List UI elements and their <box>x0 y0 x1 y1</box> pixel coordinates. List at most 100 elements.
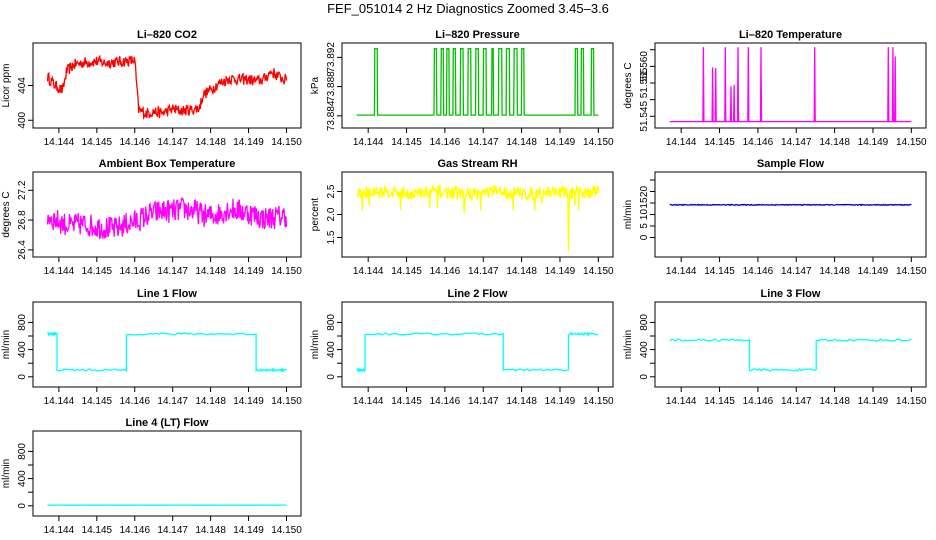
x-tick-label: 14.144 <box>353 266 384 277</box>
y-tick-label: 26.4 <box>17 240 28 260</box>
x-tick-label: 14.146 <box>430 266 461 277</box>
y-axis-label: degrees C <box>623 62 634 108</box>
panel-title: Ambient Box Temperature <box>99 158 236 170</box>
x-tick-label: 14.146 <box>119 396 150 407</box>
x-tick-label: 14.148 <box>506 396 537 407</box>
y-axis-label: Licor ppm <box>1 64 12 108</box>
panel-title: Line 1 Flow <box>137 288 197 300</box>
series-line <box>356 47 599 116</box>
y-axis-label: degrees C <box>1 191 12 237</box>
x-tick-label: 14.144 <box>44 396 75 407</box>
plot-frame <box>341 301 614 388</box>
y-tick-label: 400 <box>639 341 650 358</box>
y-tick-label: 51.560 <box>639 51 650 82</box>
x-tick-label: 14.150 <box>583 396 614 407</box>
y-tick-label: 1.5 <box>326 230 337 244</box>
x-tick-label: 14.148 <box>195 266 226 277</box>
x-tick-label: 14.150 <box>583 137 614 148</box>
y-tick-label: 73.888 <box>326 71 337 102</box>
y-tick-label: 15 <box>639 197 650 209</box>
x-tick-label: 14.147 <box>468 137 499 148</box>
x-tick-label: 14.149 <box>545 266 576 277</box>
x-tick-label: 14.144 <box>666 396 697 407</box>
y-tick-label: 10 <box>639 209 650 221</box>
plot-frame <box>654 171 927 258</box>
x-tick-label: 14.145 <box>704 137 735 148</box>
x-tick-label: 14.147 <box>468 396 499 407</box>
y-tick-label: 27.2 <box>17 180 28 200</box>
x-tick-label: 14.150 <box>271 396 302 407</box>
x-tick-label: 14.150 <box>271 266 302 277</box>
x-tick-label: 14.145 <box>82 396 113 407</box>
x-tick-label: 14.144 <box>666 137 697 148</box>
y-tick-label: 0 <box>639 374 650 380</box>
x-tick-label: 14.149 <box>858 266 889 277</box>
x-tick-label: 14.150 <box>896 137 927 148</box>
panel-co2: Li–820 CO2 14.144 14.145 14.146 14.147 14.148… <box>1 29 302 148</box>
series-line <box>669 47 912 123</box>
y-axis-label: percent <box>310 198 321 232</box>
x-tick-label: 14.148 <box>195 525 226 536</box>
y-tick-label: 800 <box>17 443 28 460</box>
x-tick-label: 14.147 <box>781 266 812 277</box>
x-tick-label: 14.146 <box>119 137 150 148</box>
y-tick-label: 400 <box>326 341 337 358</box>
y-axis-label: ml/min <box>623 330 634 359</box>
panel-title: Gas Stream RH <box>437 158 517 170</box>
x-tick-label: 14.150 <box>896 266 927 277</box>
x-tick-label: 14.145 <box>391 137 422 148</box>
x-tick-label: 14.146 <box>430 137 461 148</box>
x-tick-label: 14.148 <box>195 396 226 407</box>
y-tick-label: 51.555 <box>639 67 650 98</box>
y-tick-label: 800 <box>17 314 28 331</box>
series-line <box>356 331 599 374</box>
y-tick-label: 400 <box>17 470 28 487</box>
y-tick-label: 20 <box>639 186 650 198</box>
panel-title: Li–820 Pressure <box>435 29 519 41</box>
plot-frame <box>32 430 302 517</box>
series-line <box>47 330 287 373</box>
x-tick-label: 14.149 <box>233 137 264 148</box>
y-tick-label: 2.0 <box>326 207 337 221</box>
y-axis-label: ml/min <box>1 330 12 359</box>
x-tick-label: 14.147 <box>157 137 188 148</box>
x-tick-label: 14.150 <box>583 266 614 277</box>
x-tick-label: 14.144 <box>44 525 75 536</box>
panel-pressure: Li–820 Pressure 14.144 14.145 14.146 14.147 1… <box>310 29 614 148</box>
y-tick-label: 400 <box>17 341 28 358</box>
plot-frame <box>341 171 614 258</box>
x-tick-label: 14.146 <box>743 137 774 148</box>
plot-frame <box>654 301 927 388</box>
x-tick-label: 14.149 <box>545 137 576 148</box>
y-tick-label: 400 <box>17 111 28 128</box>
x-tick-label: 14.147 <box>781 137 812 148</box>
y-tick-label: 51.545 <box>639 101 650 132</box>
y-tick-label: 800 <box>326 314 337 331</box>
y-axis-label: kPa <box>310 76 321 94</box>
x-tick-label: 14.147 <box>468 266 499 277</box>
x-tick-label: 14.145 <box>704 266 735 277</box>
y-tick-label: 2.5 <box>326 184 337 198</box>
x-tick-label: 14.150 <box>271 137 302 148</box>
x-tick-label: 14.149 <box>233 396 264 407</box>
x-tick-label: 14.148 <box>819 137 850 148</box>
y-tick-label: 800 <box>639 314 650 331</box>
plot-frame <box>32 301 302 388</box>
plot-frame <box>654 42 927 129</box>
x-tick-label: 14.146 <box>743 266 774 277</box>
panel-title: Li–820 Temperature <box>739 29 842 41</box>
panel-sample-flow: Sample Flow 14.144 14.145 14.146 14.147 14.14… <box>623 158 927 277</box>
y-axis-label: ml/min <box>623 200 634 229</box>
y-tick-label: 0 <box>17 374 28 380</box>
x-tick-label: 14.144 <box>353 137 384 148</box>
x-tick-label: 14.147 <box>157 266 188 277</box>
x-tick-label: 14.145 <box>704 396 735 407</box>
x-tick-label: 14.146 <box>119 266 150 277</box>
x-tick-label: 14.147 <box>157 525 188 536</box>
x-tick-label: 14.145 <box>82 266 113 277</box>
x-tick-label: 14.145 <box>391 396 422 407</box>
panel-title: Line 2 Flow <box>448 288 508 300</box>
x-tick-label: 14.147 <box>781 396 812 407</box>
panel-ambient: Ambient Box Temperature 14.144 14.145 14.14… <box>1 158 302 277</box>
